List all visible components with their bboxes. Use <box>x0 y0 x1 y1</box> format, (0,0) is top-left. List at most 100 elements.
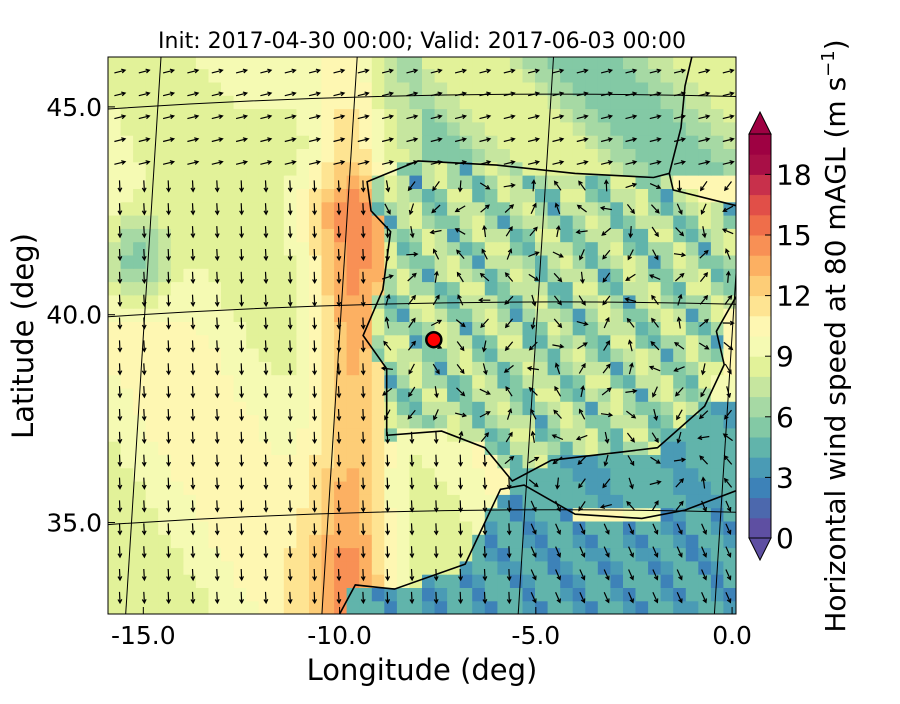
x-tick-label: 0.0 <box>712 621 752 650</box>
wind-arrow <box>214 317 220 330</box>
speed-cell <box>610 228 624 243</box>
wind-arrow <box>187 68 200 74</box>
speed-cell <box>497 81 511 96</box>
speed-cell <box>610 108 624 123</box>
speed-cell <box>108 294 122 309</box>
speed-cell <box>309 121 323 136</box>
wind-arrow <box>478 297 491 303</box>
speed-cell <box>572 467 586 482</box>
speed-cell <box>698 108 712 123</box>
speed-cell <box>635 600 649 614</box>
wind-arrow <box>409 500 415 513</box>
wind-arrow <box>166 226 172 239</box>
speed-cell <box>572 95 586 110</box>
wind-arrow <box>312 317 318 330</box>
speed-cell <box>484 321 498 336</box>
speed-cell <box>108 188 122 203</box>
wind-arrow <box>336 454 342 467</box>
speed-cell <box>321 481 335 495</box>
speed-cell <box>321 587 335 602</box>
speed-cell <box>195 135 210 149</box>
speed-cell <box>233 374 247 389</box>
wind-arrow <box>141 546 147 559</box>
speed-cell <box>635 361 649 376</box>
wind-arrow <box>432 363 440 375</box>
wind-arrow <box>552 114 565 120</box>
speed-cell <box>283 401 297 416</box>
speed-cell <box>120 175 134 189</box>
speed-cell <box>635 175 649 189</box>
speed-cell <box>208 175 222 189</box>
wind-arrow <box>187 137 200 143</box>
wind-arrow <box>166 340 172 353</box>
speed-cell <box>258 95 272 110</box>
wind-arrow <box>579 249 585 261</box>
speed-cell <box>673 587 687 602</box>
speed-cell <box>233 135 247 149</box>
speed-cell <box>258 135 272 149</box>
speed-cell <box>233 294 247 309</box>
speed-cell <box>384 215 398 229</box>
wind-arrow <box>430 137 443 143</box>
speed-cell <box>283 254 297 269</box>
wind-arrow <box>458 477 464 490</box>
speed-cell <box>472 414 486 429</box>
speed-cell <box>246 281 260 296</box>
speed-cell <box>459 135 473 149</box>
wind-arrow <box>117 386 123 399</box>
wind-arrow <box>308 160 322 165</box>
speed-cell <box>660 414 674 429</box>
speed-cell <box>208 534 222 549</box>
wind-arrow <box>552 343 565 349</box>
speed-cell <box>384 481 398 495</box>
speed-cell <box>422 481 436 495</box>
speed-cell <box>271 441 285 455</box>
wind-arrow <box>117 454 123 467</box>
speed-cell <box>685 574 699 588</box>
wind-arrow <box>578 501 586 512</box>
wind-arrow <box>308 68 322 74</box>
wind-arrow <box>141 317 147 330</box>
speed-cell <box>309 308 323 322</box>
speed-cell <box>371 215 385 229</box>
wind-arrow <box>649 91 662 97</box>
speed-cell <box>723 574 736 588</box>
speed-cell <box>685 228 699 243</box>
speed-cell <box>296 254 310 269</box>
wind-arrow <box>408 363 415 375</box>
speed-cell <box>145 57 159 70</box>
speed-cell <box>195 481 210 495</box>
speed-cell <box>283 348 297 362</box>
speed-cell <box>208 148 222 163</box>
wind-arrow <box>603 546 610 558</box>
wind-arrow <box>214 568 220 582</box>
speed-cell <box>183 321 197 336</box>
speed-cell <box>309 161 323 176</box>
wind-arrow <box>312 523 318 536</box>
speed-cell <box>484 95 498 110</box>
speed-cell <box>221 148 235 163</box>
speed-cell <box>459 228 473 243</box>
speed-cell <box>610 494 624 509</box>
speed-cell <box>535 95 549 110</box>
speed-cell <box>660 188 674 203</box>
speed-cell <box>221 321 235 336</box>
wind-arrow <box>162 68 176 74</box>
wind-arrow <box>458 523 464 536</box>
speed-cell <box>434 241 448 256</box>
speed-cell <box>283 534 297 549</box>
wind-arrow <box>627 455 635 467</box>
speed-cell <box>635 281 649 296</box>
wind-arrow <box>529 226 538 237</box>
speed-cell <box>710 308 725 322</box>
wind-arrow <box>434 270 439 283</box>
colorbar-segment <box>749 336 771 357</box>
speed-cell <box>271 361 285 376</box>
speed-cell <box>710 387 725 402</box>
speed-cell <box>296 401 310 416</box>
wind-arrow <box>336 408 342 422</box>
speed-cell <box>710 201 725 216</box>
speed-cell <box>183 135 197 149</box>
speed-cell <box>158 467 172 482</box>
speed-cell <box>396 547 411 562</box>
